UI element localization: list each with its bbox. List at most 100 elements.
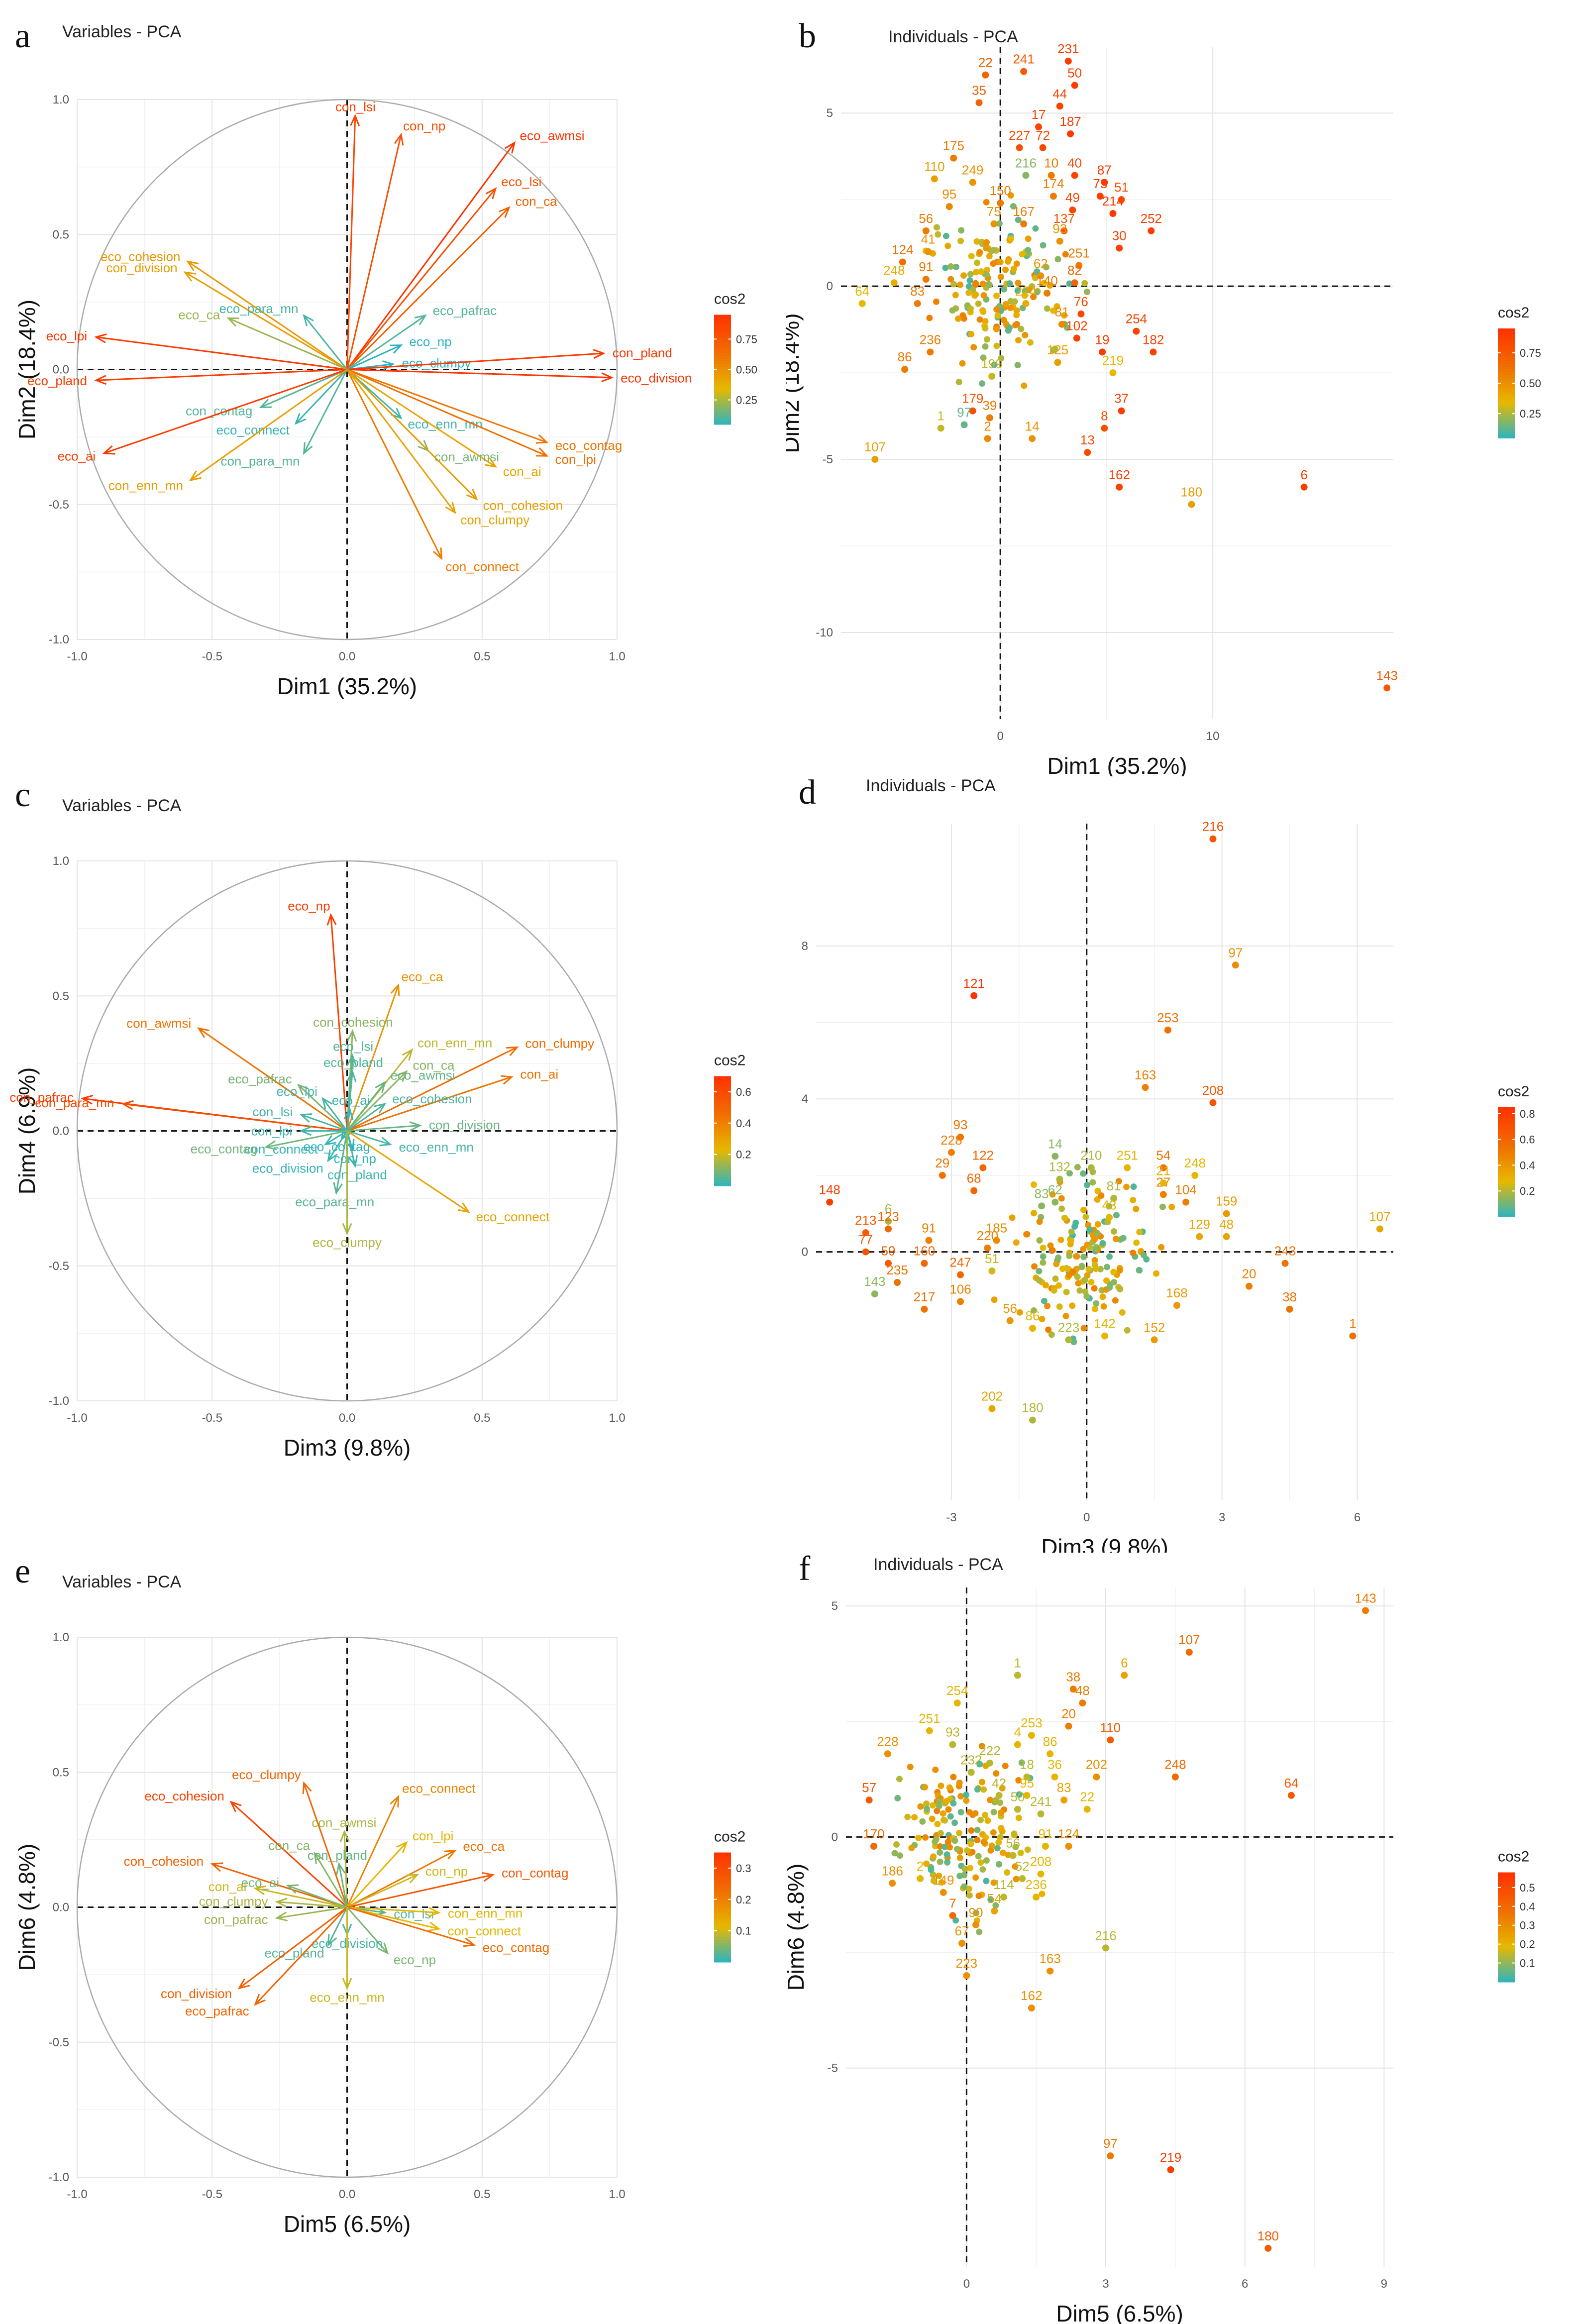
arrow-head — [342, 1978, 352, 1991]
arrow-head — [275, 1911, 288, 1922]
legend-color-step — [1498, 1965, 1515, 1969]
individual-point — [988, 373, 996, 380]
individual-point — [1054, 256, 1061, 263]
individual-point — [1081, 280, 1088, 287]
individual: 199 — [981, 356, 1003, 380]
individual-label: 254 — [946, 1683, 968, 1698]
individual-point — [1001, 286, 1008, 293]
individual-point — [976, 316, 983, 323]
individual-point — [1171, 1773, 1179, 1781]
individual-label: 81 — [1107, 1178, 1121, 1193]
individual: 36 — [1047, 1757, 1062, 1781]
individual-point — [977, 1859, 984, 1866]
individual-point — [993, 1237, 1000, 1244]
legend-color-step — [1498, 367, 1515, 370]
legend-label: 0.2 — [736, 1894, 751, 1906]
individual: 6 — [1121, 1655, 1128, 1679]
individual: 114 — [993, 1877, 1014, 1901]
individual-label: 68 — [967, 1171, 981, 1186]
variable-arrow: eco_pafrac — [185, 1906, 348, 2018]
individual-point — [1078, 1264, 1085, 1270]
legend-color-step — [714, 1142, 731, 1145]
arrow-head — [299, 1126, 312, 1136]
legend-color-step — [714, 1926, 731, 1930]
variable-arrow: eco_connect — [346, 1130, 550, 1224]
individual-point — [952, 1917, 959, 1924]
x-tick-label: -1.0 — [67, 2188, 87, 2201]
variable-label: eco_para_mn — [219, 301, 298, 316]
chart-title: Individuals - PCA — [866, 776, 996, 795]
individual-point — [1159, 1164, 1167, 1171]
legend-title: cos2 — [714, 291, 745, 308]
individual-point — [899, 258, 906, 266]
individual-label: 249 — [962, 162, 983, 177]
legend-color-step — [1498, 339, 1515, 343]
panel-letter: e — [15, 1553, 30, 1590]
legend-color-step — [1498, 1192, 1515, 1195]
individual-point — [1083, 1293, 1090, 1300]
legend-color-step — [1498, 1186, 1515, 1190]
legend-color-step — [1498, 1963, 1515, 1966]
individual: 124 — [1058, 1826, 1079, 1850]
individual-point — [983, 239, 990, 246]
arrow-head — [226, 317, 239, 327]
individual: 107 — [864, 439, 886, 463]
individual-label: 110 — [924, 159, 944, 174]
individual-label: 160 — [914, 1244, 935, 1259]
individual-point — [1012, 1863, 1019, 1870]
legend-color-step — [714, 1907, 731, 1910]
individual-point — [937, 1843, 943, 1850]
arrow-head — [535, 434, 549, 444]
individual: 19 — [1095, 332, 1110, 356]
individual-point — [956, 1854, 963, 1861]
variable-arrow: eco_ca — [346, 969, 443, 1131]
arrow-shaft — [228, 317, 348, 370]
individual: 17 — [1032, 107, 1046, 131]
individual-label: 182 — [1143, 332, 1164, 347]
y-tick-label: 1.0 — [53, 93, 69, 106]
individual-point — [1069, 1302, 1076, 1309]
arrow-head — [535, 447, 549, 457]
individual-label: 175 — [943, 138, 964, 153]
individual-label: 56 — [1006, 1836, 1020, 1851]
arrow-shaft — [96, 336, 347, 370]
individual-point — [923, 1860, 930, 1867]
individual: 38 — [1282, 1289, 1297, 1313]
legend-color-step — [714, 1183, 731, 1186]
chart-title: Variables - PCA — [62, 796, 182, 815]
individual-point — [1094, 1230, 1101, 1237]
individual-point — [972, 1909, 979, 1916]
arrow-head — [259, 399, 272, 408]
x-tick-label: 10 — [1206, 730, 1220, 743]
legend-color-step — [714, 1166, 731, 1170]
individual-point — [979, 1866, 986, 1873]
individual-point — [1191, 1171, 1199, 1179]
individual-point — [955, 379, 962, 386]
individual: 175 — [943, 138, 964, 162]
individual-point — [1093, 1244, 1100, 1251]
legend-color-step — [1498, 1919, 1515, 1922]
individual-point — [1014, 287, 1021, 294]
x-tick-label: 0.0 — [339, 1411, 355, 1425]
individual: 248 — [883, 263, 905, 287]
individual-point — [901, 366, 909, 373]
individual-point — [1124, 1327, 1131, 1334]
individual-point — [996, 220, 1003, 227]
individual-point — [894, 1279, 901, 1286]
individual-point — [1051, 1773, 1058, 1781]
individual-point — [917, 1875, 924, 1882]
legend-color-step — [714, 364, 731, 367]
legend-color-step — [714, 1169, 731, 1172]
individual-point — [953, 1845, 960, 1852]
individual-point — [973, 238, 980, 245]
individual-point — [885, 1218, 892, 1225]
individual: 81 — [1107, 1178, 1121, 1202]
variable-label: eco_cohesion — [392, 1091, 472, 1106]
individual-point — [1058, 1195, 1065, 1202]
individual-point — [1094, 1221, 1101, 1228]
legend-color-step — [1498, 1195, 1515, 1198]
individual-point — [963, 1797, 970, 1804]
individual-point — [967, 1840, 974, 1847]
variable-label: eco_pafrac — [228, 1071, 292, 1086]
